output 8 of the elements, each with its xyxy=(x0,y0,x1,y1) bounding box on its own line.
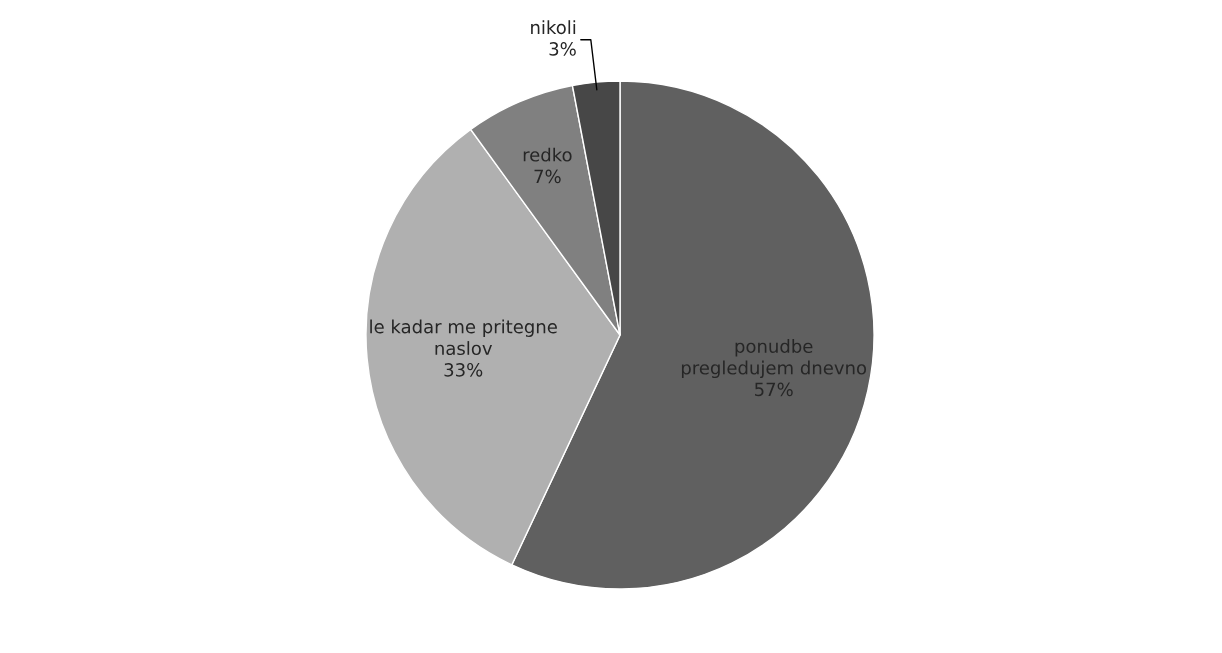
slice-label: nikoli xyxy=(531,20,576,35)
data-label: 3% xyxy=(549,42,576,56)
data-label: 57% xyxy=(755,382,793,397)
slice-label: redko xyxy=(523,147,572,162)
slice-label: le kadar me pritegne naslov xyxy=(370,319,557,356)
data-label: 7% xyxy=(534,169,561,184)
data-label: 33% xyxy=(444,362,483,377)
slice-label: ponudbe pregledujem dnevno xyxy=(681,339,867,379)
